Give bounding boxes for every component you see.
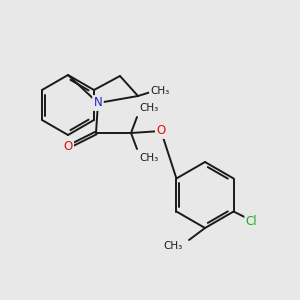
- Text: O: O: [156, 124, 166, 137]
- Text: CH₃: CH₃: [140, 153, 159, 163]
- Text: CH₃: CH₃: [140, 103, 159, 113]
- Text: O: O: [63, 140, 73, 154]
- Text: CH₃: CH₃: [150, 86, 170, 96]
- Text: N: N: [94, 97, 102, 110]
- Text: CH₃: CH₃: [164, 241, 183, 251]
- Text: Cl: Cl: [246, 215, 257, 228]
